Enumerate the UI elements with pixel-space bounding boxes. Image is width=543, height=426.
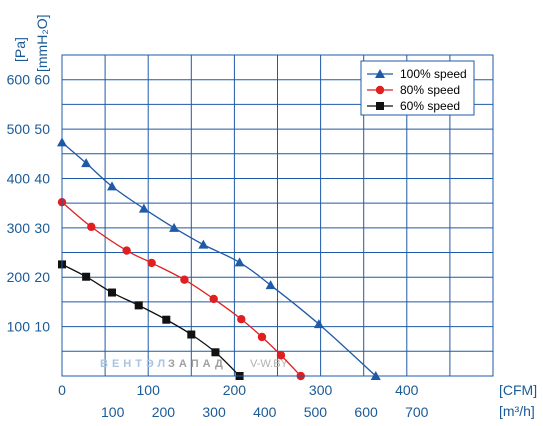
series-2 [57,197,305,381]
plot-frame [61,54,494,377]
data-point [106,181,117,191]
data-point [276,351,286,360]
series-line [61,201,302,377]
x-tick-label-m3h: 100 [101,404,125,420]
data-point [198,239,209,249]
watermark-right: ЗАПАД [168,358,227,370]
legend-marker [375,85,385,95]
data-point [81,158,92,168]
y-tick-label-pa: 400 [7,170,31,186]
watermark-left: ВЕНТЭЛ [100,358,169,370]
y-tick-label-pa: 500 [7,121,31,137]
y-tick-label-mmh2o: 20 [34,269,50,285]
x-tick-label-cfm: 0 [58,382,66,398]
y-axis-title-mmh2o: [mmH₂O] [34,14,50,72]
x-tick-label-m3h: 400 [253,404,277,420]
legend-label: 80% speed [400,83,460,97]
x-tick-labels: 0 100 200 300 400 100 200 300 400 500 600 700 [58,382,429,420]
data-point [107,288,116,297]
y-tick-label-pa: 200 [7,269,31,285]
data-point [169,222,180,232]
y-tick-label-mmh2o: 60 [34,72,50,88]
y-tick-labels: 100 200 300 400 500 600 10 20 30 40 50 60 [7,72,51,335]
x-tick-label-m3h: 300 [202,404,226,420]
legend: 100% speed 80% speed 60% speed [360,60,475,116]
y-tick-label-mmh2o: 30 [34,220,50,236]
x-tick-label-m3h: 700 [405,404,429,420]
y-tick-label-pa: 100 [7,319,31,335]
data-point [82,272,91,281]
legend-marker [376,102,384,110]
x-axis-title-cfm: [CFM] [499,382,537,398]
y-tick-label-pa: 600 [7,72,31,88]
data-point [138,203,149,213]
data-point [237,315,246,324]
x-tick-label-cfm: 200 [223,382,247,398]
y-tick-label-mmh2o: 40 [34,170,50,186]
data-point [234,257,245,267]
y-tick-label-pa: 300 [7,220,31,236]
x-tick-label-m3h: 600 [354,404,378,420]
data-point [180,275,189,284]
data-point [313,319,324,329]
series-1 [57,137,381,380]
data-point [187,330,196,339]
data-point [265,280,276,290]
data-point [257,332,267,342]
data-point [209,294,218,304]
y-tick-label-mmh2o: 10 [34,319,50,335]
data-point [211,348,220,357]
legend-marker [375,69,385,78]
y-axis-title-pa: [Pa] [12,37,28,62]
x-tick-label-cfm: 300 [309,382,333,398]
legend-label: 100% speed [400,67,467,81]
x-tick-label-m3h: 200 [152,404,176,420]
data-point [162,315,171,324]
x-axis-title-m3h: [m³/h] [499,403,535,419]
watermark-site: V-W.BY [250,358,289,370]
data-point [147,258,156,268]
data-point [134,301,143,310]
x-tick-label-m3h: 500 [304,404,328,420]
data-point [87,222,96,232]
data-point [122,246,131,255]
x-tick-label-cfm: 100 [137,382,161,398]
series-line [61,141,377,377]
legend-label: 60% speed [400,99,460,113]
watermark: ВЕНТЭЛ ЗАПАД V-W.BY [100,358,289,370]
y-tick-label-mmh2o: 50 [34,121,50,137]
x-tick-label-cfm: 400 [395,382,419,398]
